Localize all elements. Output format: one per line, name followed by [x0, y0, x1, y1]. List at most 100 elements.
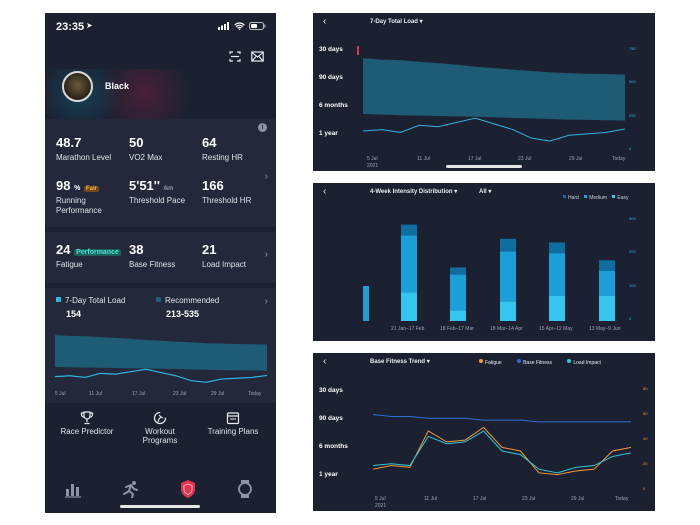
scan-icon[interactable]	[229, 51, 241, 62]
mail-icon[interactable]	[251, 51, 264, 62]
x-tick: 13 May–9 Jun	[589, 326, 621, 332]
x-tick: 11 Jul	[89, 391, 102, 397]
threshold-pace-label: Threshold Pace	[129, 196, 186, 205]
range-30-days[interactable]: 30 days	[319, 387, 343, 394]
fatigue-value-row: 24 Performance	[56, 242, 121, 257]
avatar[interactable]	[62, 71, 93, 102]
metrics-card[interactable]: i 48.7 Marathon Level 50 VO2 Max 64 Rest…	[45, 119, 276, 227]
panel1-title[interactable]: 7-Day Total Load ▾	[370, 19, 423, 25]
workout-programs-label-2: Programs	[142, 436, 178, 445]
fatigue-card[interactable]: 24 Performance Fatigue 38 Base Fitness 2…	[45, 232, 276, 283]
marathon-level-label: Marathon Level	[56, 153, 112, 162]
right-tick: 0	[629, 146, 632, 151]
right-tick: 0	[629, 316, 632, 321]
vo2max-label: VO2 Max	[129, 153, 163, 162]
stats-icon[interactable]	[64, 480, 82, 498]
wifi-icon	[234, 22, 245, 30]
recommended-band	[55, 335, 267, 371]
right-tick: 250	[629, 113, 636, 118]
bar-easy	[450, 310, 466, 321]
fitness-trend-chart[interactable]	[313, 353, 655, 511]
range-6-months[interactable]: 6 months	[319, 102, 348, 109]
info-icon[interactable]: i	[258, 123, 267, 132]
shield-icon[interactable]	[179, 479, 197, 499]
load-line	[54, 368, 268, 383]
filter-dropdown[interactable]: All ▾	[479, 189, 492, 195]
running-performance-metric: 98 % Fair Running Performance	[56, 178, 102, 216]
bar-easy	[401, 292, 417, 321]
x-tick: 15 Apr–12 May	[539, 326, 573, 332]
base-fitness-label: Base Fitness	[129, 260, 176, 269]
x-tick: 17 Jul	[132, 391, 146, 397]
training-plans-label: Training Plans	[207, 427, 259, 436]
load-card[interactable]: 7-Day Total Load 154 Recommended 213-535…	[45, 288, 276, 403]
mini-load-chart[interactable]	[45, 326, 276, 401]
chevron-right-icon[interactable]: ›	[264, 296, 268, 307]
profile-name: Black	[105, 81, 130, 91]
x-tick: 23 Jul	[173, 391, 187, 397]
running-performance-label-1: Running	[56, 196, 86, 205]
right-tick: 200	[629, 249, 636, 254]
runner-icon[interactable]	[121, 480, 141, 498]
load-chart[interactable]	[313, 13, 655, 171]
bar-medium	[599, 271, 615, 296]
panel3-title[interactable]: Base Fitness Trend ▾	[370, 359, 430, 365]
recommended-legend-label: Recommended	[165, 296, 220, 305]
chevron-right-icon[interactable]: ›	[264, 249, 268, 260]
vo2max-value: 50	[129, 135, 144, 150]
fatigue-label: Fatigue	[56, 260, 83, 269]
back-arrow-icon[interactable]: ‹	[323, 356, 327, 367]
panel1-title-text: 7-Day Total Load	[370, 19, 418, 25]
intensity-legend: Hard Medium Easy	[563, 195, 629, 201]
intensity-chart[interactable]	[313, 183, 655, 341]
load-impact-label: Load Impact	[202, 260, 247, 269]
range-1-year[interactable]: 1 year	[319, 471, 338, 478]
range-30-days[interactable]: 30 days	[319, 46, 343, 53]
watch-icon[interactable]	[237, 479, 253, 499]
threshold-hr-metric: 166 Threshold HR	[202, 178, 251, 206]
training-plans-button[interactable]: Training Plans	[203, 411, 263, 436]
bar-hard	[401, 224, 417, 236]
right-tick: 80	[643, 386, 648, 391]
x-tick: Today	[612, 156, 626, 162]
range-90-days[interactable]: 90 days	[319, 74, 343, 81]
battery-icon	[249, 22, 266, 30]
right-tick: 0	[643, 486, 646, 491]
bar-hard	[500, 238, 516, 252]
home-indicator	[120, 505, 200, 508]
base-fitness-swatch	[517, 359, 522, 363]
load-legend-swatch	[56, 297, 61, 302]
range-90-days[interactable]: 90 days	[319, 415, 343, 422]
pace-unit: /km	[163, 186, 174, 192]
x-tick: 29 Jul	[571, 496, 585, 502]
panel2-title[interactable]: 4-Week Intensity Distribution ▾	[370, 189, 458, 195]
x-tick: 23 Jul	[518, 156, 532, 162]
threshold-hr-value: 166	[202, 178, 224, 193]
load-impact-metric: 21 Load Impact	[202, 242, 246, 270]
back-arrow-icon[interactable]: ‹	[323, 186, 327, 197]
chevron-right-icon[interactable]: ›	[264, 171, 268, 182]
medium-label: Medium	[589, 195, 608, 201]
fatigue-swatch	[479, 359, 483, 363]
bar-easy	[549, 296, 565, 321]
range-1-year[interactable]: 1 year	[319, 130, 338, 137]
performance-badge: Performance	[74, 249, 121, 256]
panel2-title-text: 4-Week Intensity Distribution	[370, 189, 453, 195]
back-arrow-icon[interactable]: ‹	[323, 16, 327, 27]
workout-programs-button[interactable]: Workout Programs	[130, 411, 190, 445]
x-tick: 11 Jul	[417, 156, 430, 162]
range-6-months[interactable]: 6 months	[319, 443, 348, 450]
intensity-panel: ‹ 4-Week Intensity Distribution ▾ All ▾ …	[313, 183, 655, 341]
x-tick: 5 Jul	[55, 391, 66, 397]
profile-header[interactable]: Black	[45, 69, 276, 127]
threshold-pace-value-row: 5'51'' /km	[129, 178, 185, 193]
running-performance-label-2: Performance	[56, 206, 102, 215]
threshold-pace-value: 5'51''	[129, 178, 160, 193]
recommended-legend: Recommended	[156, 296, 219, 305]
race-predictor-button[interactable]: Race Predictor	[57, 411, 117, 436]
base-fitness-value: 38	[129, 242, 144, 257]
running-performance-value-row: 98 % Fair	[56, 178, 102, 193]
right-tick: 300	[629, 216, 636, 221]
selected-range-marker	[357, 46, 359, 55]
load-impact-value: 21	[202, 242, 217, 257]
